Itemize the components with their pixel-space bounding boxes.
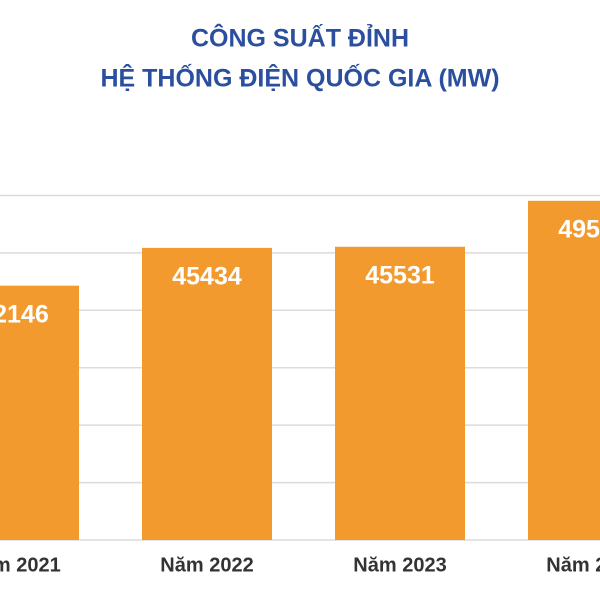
x-tick-label: Năm 2024 (546, 554, 600, 576)
chart-subtitle: HỆ THỐNG ĐIỆN QUỐC GIA (MW) (100, 63, 499, 93)
value-label: 45434 (172, 263, 242, 291)
value-label: 45531 (365, 261, 435, 289)
x-tick-label: Năm 2023 (353, 554, 446, 576)
value-label: 42146 (0, 300, 49, 328)
bar (528, 200, 600, 540)
bar (142, 247, 272, 541)
bar (335, 246, 465, 540)
x-tick-label: Năm 2021 (0, 554, 61, 576)
bar (0, 285, 79, 540)
value-label: 49533 (558, 215, 600, 243)
chart-title: CÔNG SUẤT ĐỈNH (191, 23, 409, 53)
x-tick-label: Năm 2022 (160, 554, 253, 576)
